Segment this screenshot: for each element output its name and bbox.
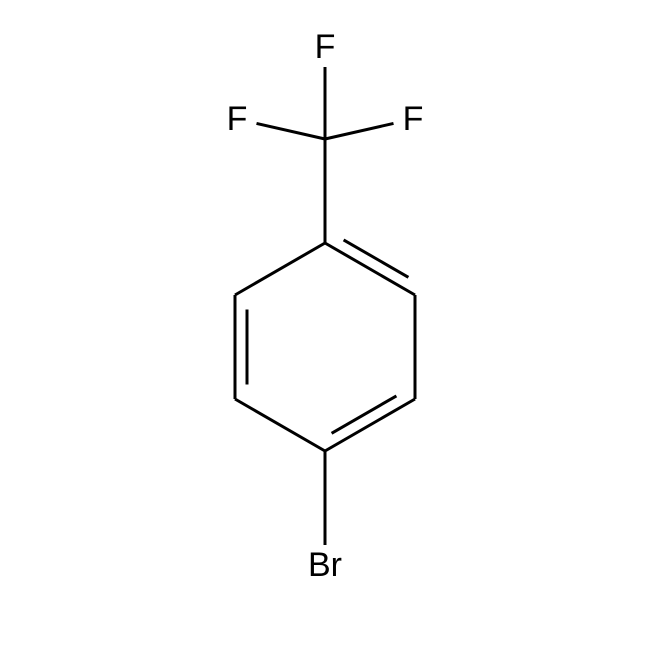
atom-label-f: F	[315, 28, 336, 66]
atom-label-f: F	[227, 100, 248, 138]
atom-label-br: Br	[308, 546, 342, 584]
atom-label-f: F	[403, 100, 424, 138]
chemical-structure: F F F Br	[0, 0, 650, 650]
